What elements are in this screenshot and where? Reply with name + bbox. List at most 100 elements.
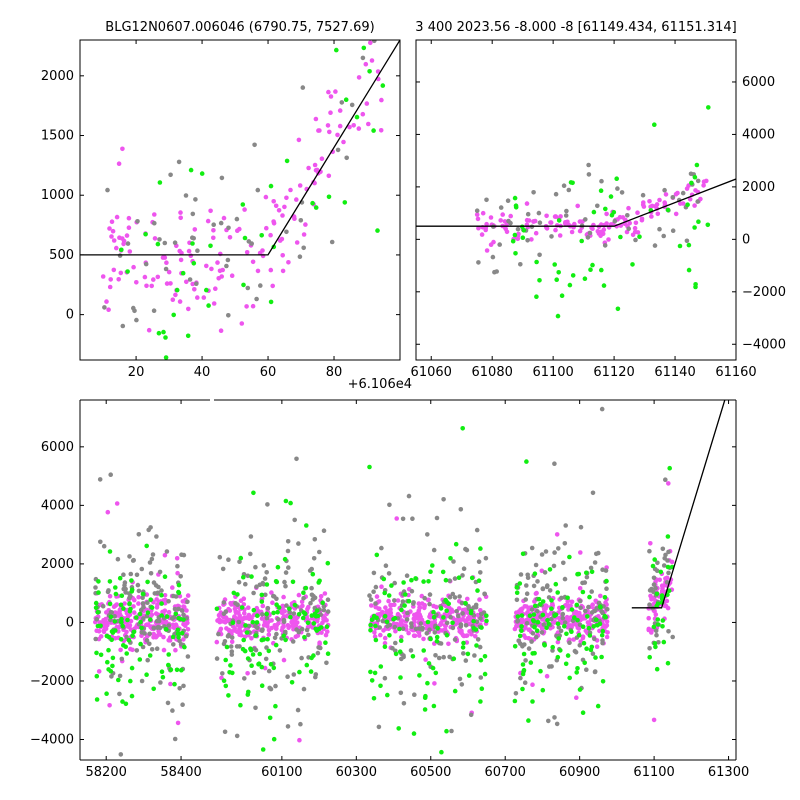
bottom-green-point [396, 726, 402, 731]
bottom-green-point [425, 619, 431, 625]
top-left-magenta-point [378, 128, 384, 133]
bottom-green-point [131, 629, 137, 635]
top-right-magenta-point [673, 191, 679, 197]
top-left-magenta-point [337, 123, 343, 129]
bottom-magenta-point [170, 622, 176, 628]
bottom-grey-point [263, 656, 269, 662]
bottom-grey-point [387, 502, 392, 508]
top-right-grey-point [684, 238, 690, 244]
bottom-grey-point [265, 502, 270, 507]
bottom-grey-point [478, 675, 484, 680]
top-left-magenta-point [306, 165, 311, 171]
bottom-green-point [564, 631, 569, 637]
bottom-green-point [575, 666, 580, 671]
top-left-magenta-point [173, 292, 178, 298]
top-right-grey-point [537, 220, 543, 225]
bottom-grey-point [386, 571, 392, 576]
bottom-xtick-label: 60300 [336, 765, 377, 780]
bottom-grey-point [380, 618, 386, 624]
bottom-grey-point [523, 658, 528, 663]
top-left-magenta-point [177, 299, 183, 304]
top-left-green-point [125, 269, 130, 274]
bottom-magenta-point [305, 606, 310, 612]
top-right-grey-point [561, 183, 567, 188]
bottom-grey-point [321, 528, 327, 533]
bottom-grey-point [543, 549, 549, 554]
bottom-green-point [288, 614, 293, 620]
top-right-magenta-point [641, 200, 646, 205]
top-left-magenta-point [237, 226, 242, 232]
bottom-series-grey [93, 406, 675, 757]
top-left-magenta-point [264, 225, 269, 231]
bottom-grey-point [321, 604, 327, 609]
top-right-grey-point [586, 172, 592, 177]
bottom-green-point [382, 590, 388, 596]
top-left-magenta-point [110, 228, 116, 234]
top-left-magenta-point [239, 321, 245, 326]
bottom-green-point [428, 636, 433, 642]
bottom-grey-point [464, 547, 470, 553]
top-left-magenta-point [286, 260, 291, 265]
bottom-green-point [281, 633, 287, 639]
bottom-grey-point [441, 654, 447, 660]
bottom-magenta-point [421, 636, 426, 642]
bottom-grey-point [518, 675, 523, 681]
bottom-green-point [96, 590, 101, 595]
bottom-grey-point [136, 532, 142, 537]
bottom-grey-point [577, 643, 583, 648]
bottom-grey-point [179, 608, 185, 613]
top-right-magenta-point [653, 204, 658, 209]
bottom-green-point [532, 603, 538, 609]
bottom-grey-point [262, 576, 268, 581]
bottom-green-point [313, 626, 319, 632]
bottom-grey-point [172, 606, 178, 612]
bottom-green-point [148, 617, 153, 622]
top-left-magenta-point [218, 328, 224, 334]
top-left-magenta-point [205, 218, 211, 224]
bottom-grey-point [562, 576, 568, 582]
bottom-green-point [478, 546, 483, 551]
top-right-panel: 61060 61080 61100 61120 61140 61160 −4000 −2000… [348, 20, 786, 392]
bottom-grey-point [271, 593, 276, 599]
bottom-grey-point [285, 724, 291, 729]
bottom-green-point [655, 617, 661, 622]
bottom-xtick-label: 60100 [261, 765, 302, 780]
bottom-magenta-point [96, 636, 102, 642]
bottom-green-point [542, 643, 547, 648]
bottom-green-point [647, 654, 652, 660]
bottom-grey-point [367, 593, 372, 598]
bottom-grey-point [458, 507, 464, 512]
top-right-magenta-point [635, 210, 640, 215]
bottom-green-point [265, 636, 270, 642]
bottom-green-point [325, 560, 331, 566]
bottom-green-point [226, 693, 231, 698]
bottom-green-point [304, 662, 310, 668]
bottom-grey-point [382, 675, 388, 681]
bottom-grey-point [529, 607, 535, 612]
bottom-green-point [532, 650, 537, 656]
bottom-grey-point [274, 631, 279, 637]
top-right-magenta-point [516, 231, 521, 237]
top-left-magenta-point [121, 241, 126, 247]
bottom-grey-point [563, 523, 568, 528]
top-left-title: BLG12N0607.006046 (6790.75, 7527.69) [105, 20, 374, 35]
bottom-magenta-point [139, 633, 144, 639]
bottom-green-point [448, 556, 453, 561]
bottom-green-point [397, 626, 402, 632]
top-right-grey-point [506, 218, 511, 224]
bottom-green-point [137, 611, 143, 617]
bottom-green-point [422, 707, 428, 712]
bottom-grey-point [392, 580, 398, 586]
bottom-magenta-point [246, 605, 251, 610]
bottom-grey-point [264, 645, 269, 650]
bottom-grey-point [588, 565, 594, 571]
bottom-green-point [426, 579, 431, 584]
bottom-grey-point [513, 691, 519, 696]
bottom-green-point [444, 608, 450, 614]
top-right-magenta-point [577, 228, 583, 234]
bottom-magenta-point [232, 606, 238, 612]
top-right-green-point [615, 306, 621, 312]
bottom-grey-point [447, 654, 452, 660]
bottom-grey-point [148, 571, 154, 576]
top-left-green-point [171, 312, 176, 318]
